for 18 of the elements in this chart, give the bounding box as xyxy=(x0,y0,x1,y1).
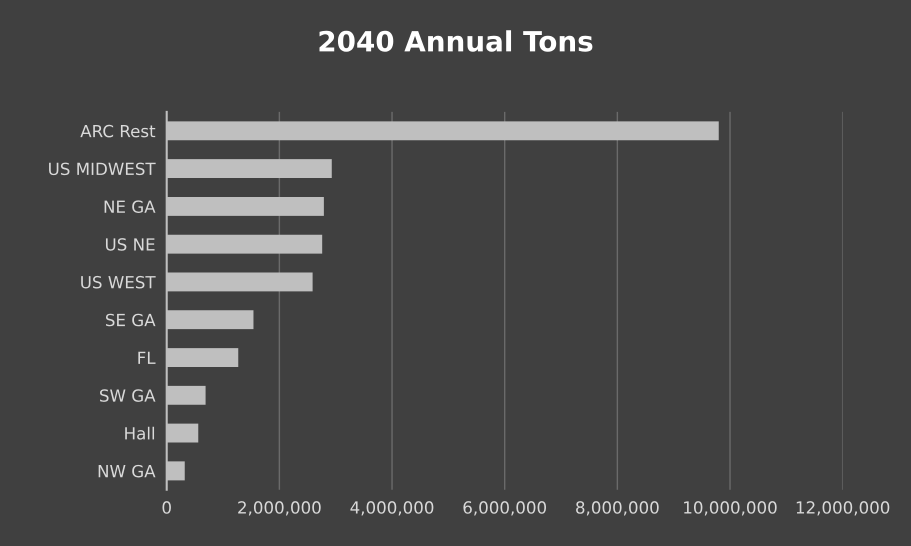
y-tick-label: FL xyxy=(138,352,156,364)
x-tick-label: 10,000,000 xyxy=(684,501,777,516)
y-tick-label: US NE xyxy=(106,238,155,251)
y-tick-label: SW GA xyxy=(100,389,156,402)
x-tick-label: 12,000,000 xyxy=(796,501,890,516)
chart-title: 2040 Annual Tons xyxy=(319,30,592,52)
y-tick-label: US WEST xyxy=(81,276,156,289)
x-tick-label: 2,000,000 xyxy=(238,501,321,516)
y-tick-label: Hall xyxy=(125,426,154,440)
y-tick-label: NW GA xyxy=(98,464,156,478)
y-tick-label: SE GA xyxy=(106,314,156,326)
y-tick-label: US MIDWEST xyxy=(49,162,156,176)
y-tick-label: NE GA xyxy=(104,200,156,213)
x-tick-label: 6,000,000 xyxy=(463,501,546,516)
x-tick-label: 0 xyxy=(162,501,171,514)
x-tick-label: 4,000,000 xyxy=(350,501,434,516)
y-tick-label: ARC Rest xyxy=(80,124,156,138)
x-tick-label: 8,000,000 xyxy=(576,501,659,516)
